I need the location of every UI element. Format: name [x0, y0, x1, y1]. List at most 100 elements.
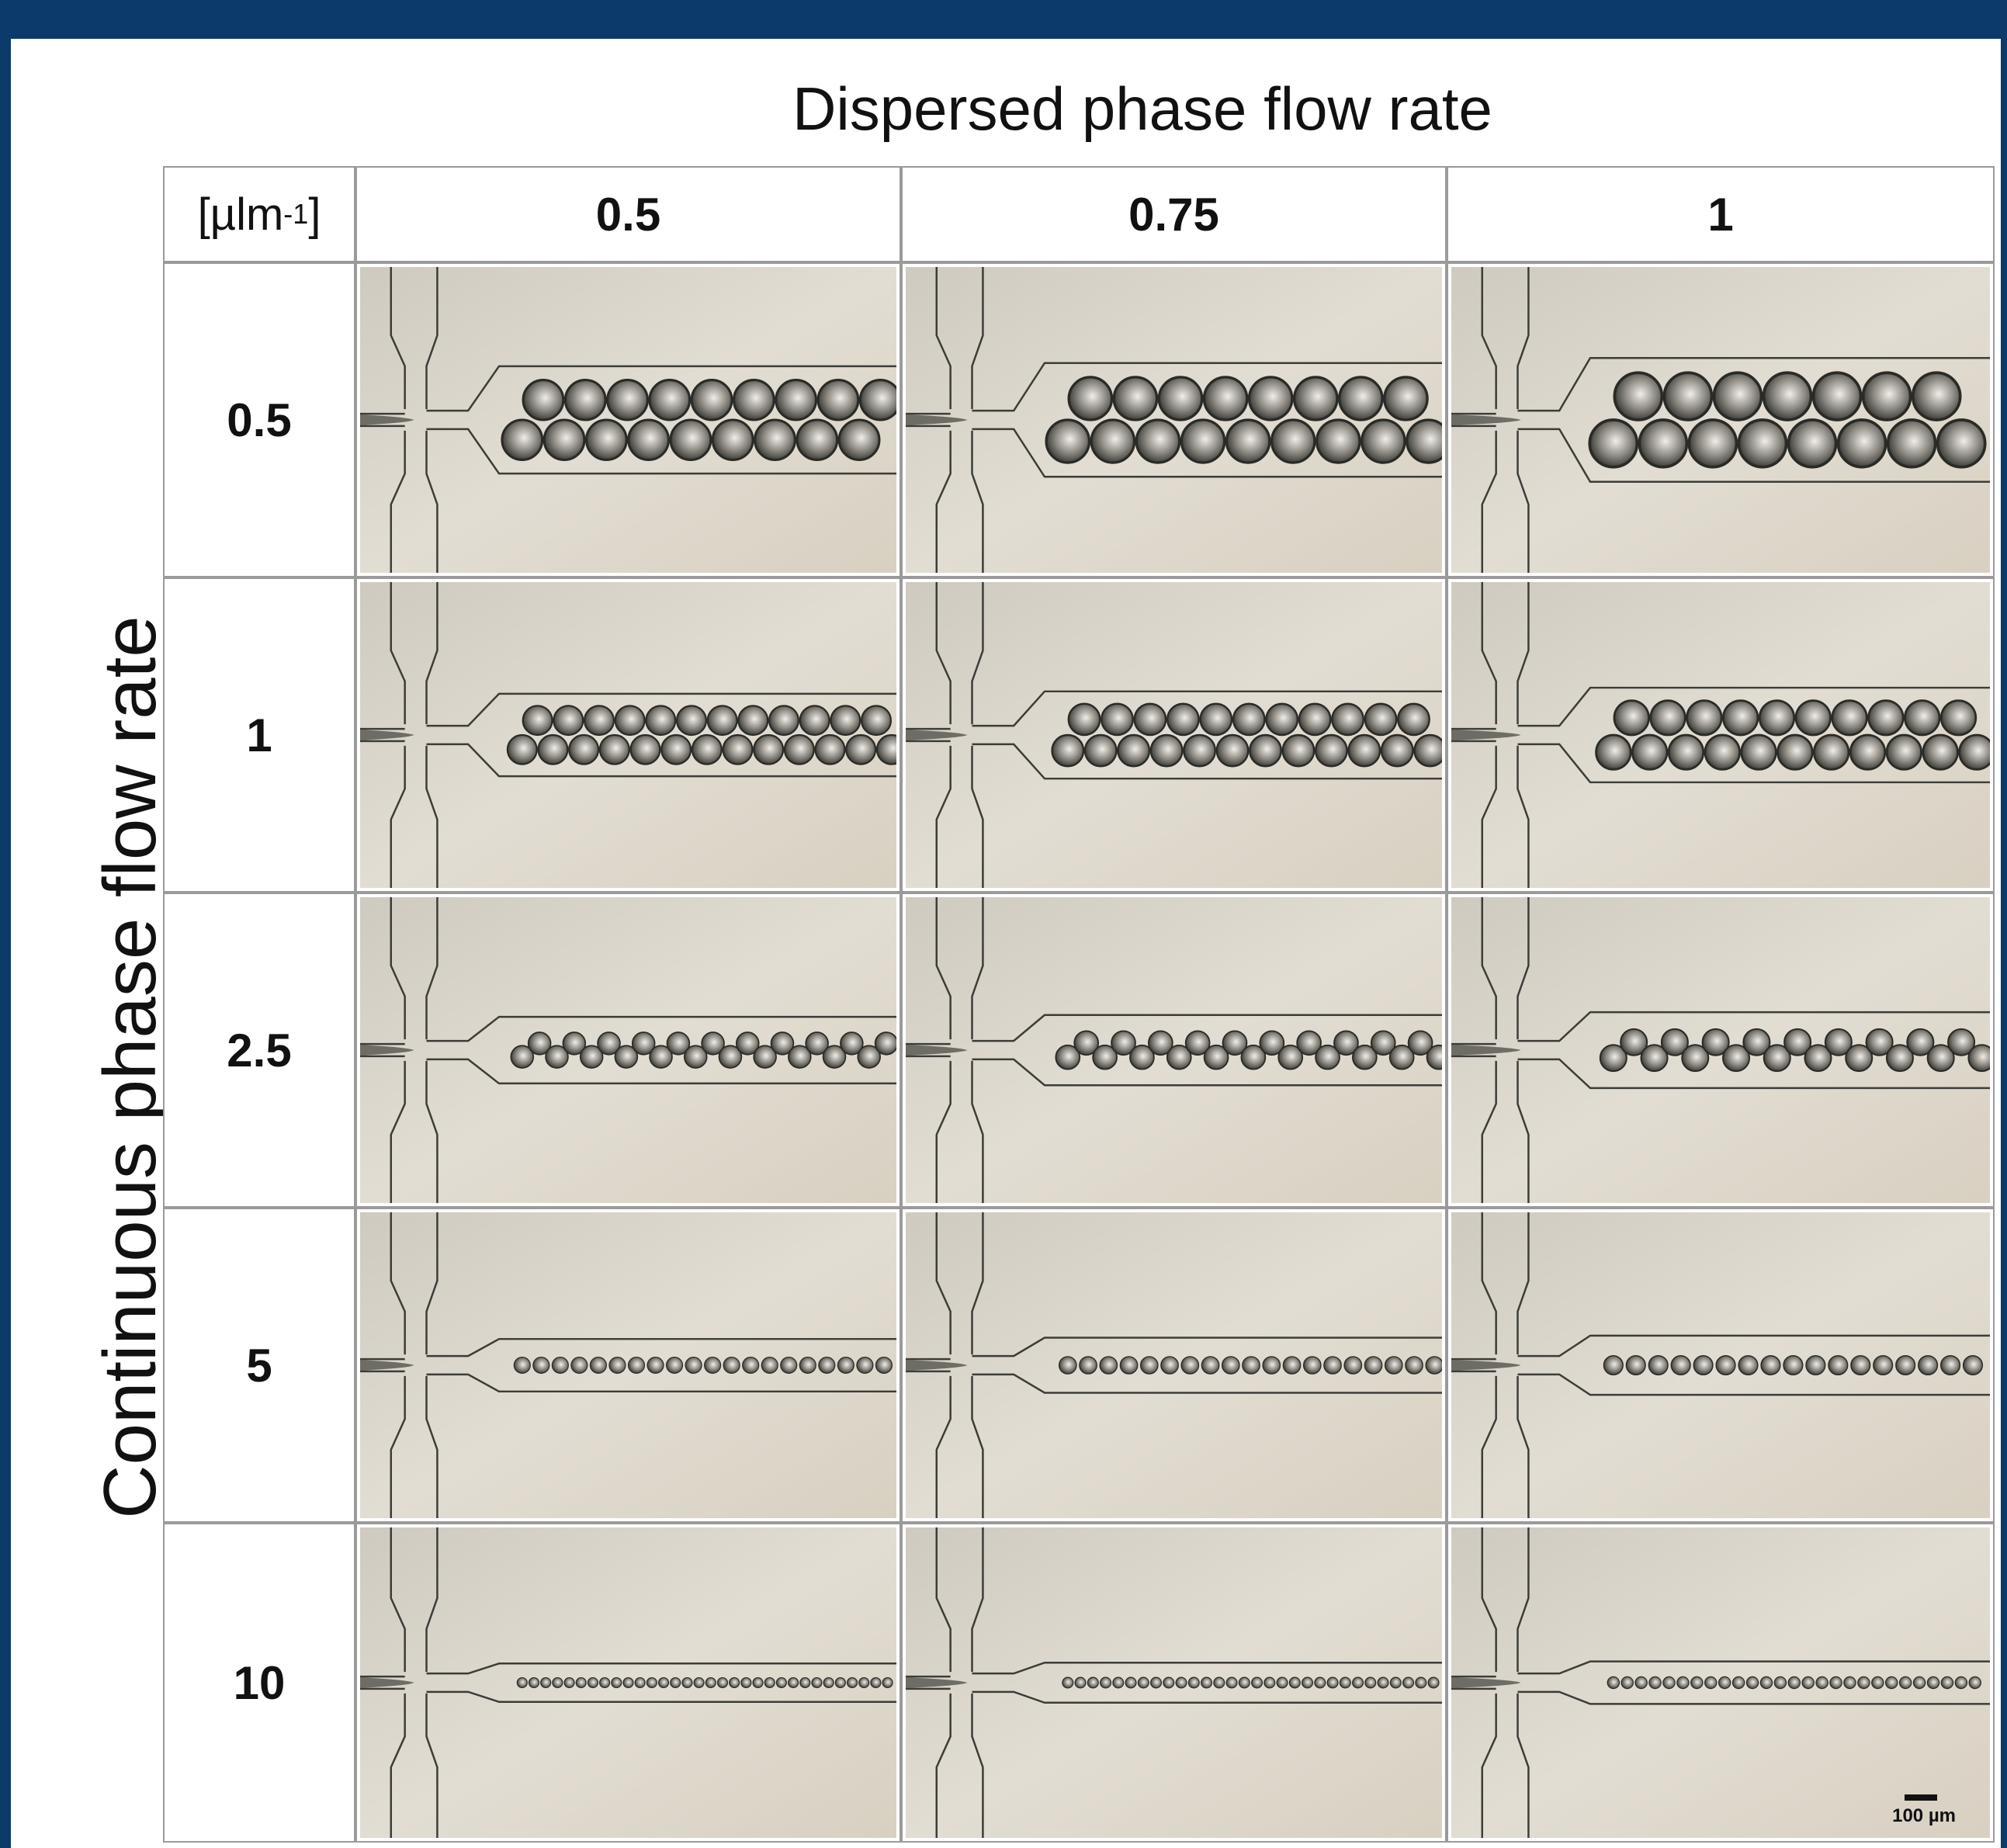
droplet — [563, 378, 607, 421]
droplet — [683, 1045, 708, 1069]
droplet — [1865, 1028, 1894, 1056]
droplet — [1339, 1676, 1351, 1689]
droplet — [1954, 1676, 1968, 1690]
droplet — [1166, 702, 1200, 737]
droplet — [1759, 1676, 1773, 1690]
droplet — [1129, 1044, 1155, 1070]
droplet — [1389, 1676, 1402, 1689]
droplet — [1621, 1676, 1634, 1690]
channel-wall — [935, 267, 952, 410]
micrograph-panel: 100 µm — [1447, 1523, 1995, 1843]
channel-wall — [935, 745, 952, 888]
dispersed-phase-tip — [360, 1045, 414, 1056]
channel-wall — [390, 897, 406, 1040]
droplet — [857, 1045, 881, 1069]
droplet — [1843, 1676, 1856, 1690]
droplet — [732, 378, 775, 421]
channel-wall — [390, 1527, 406, 1673]
channel-wall — [1517, 1693, 1530, 1838]
droplet — [723, 1356, 740, 1375]
droplet — [553, 705, 584, 737]
droplet — [1885, 1044, 1914, 1073]
unit-label: [µlm — [197, 189, 284, 240]
droplet — [752, 1676, 764, 1689]
droplet — [1277, 1044, 1304, 1070]
droplet — [1099, 1356, 1118, 1375]
droplet — [1117, 733, 1151, 768]
droplet — [646, 1356, 664, 1375]
droplet — [1232, 702, 1266, 737]
micrograph-image — [1451, 1527, 1990, 1838]
channel-wall — [1481, 1527, 1497, 1673]
droplet — [513, 1356, 531, 1375]
droplet — [1425, 1356, 1442, 1375]
droplet — [1701, 1028, 1730, 1056]
channel-wall — [390, 1375, 406, 1518]
droplet — [1895, 1354, 1916, 1376]
droplet — [501, 418, 544, 462]
droplet — [834, 1676, 846, 1689]
droplet — [705, 1676, 716, 1689]
column-header-2: 0.75 — [901, 166, 1447, 262]
channel-wall — [971, 1527, 984, 1673]
droplet — [1873, 1354, 1894, 1376]
channel-wall — [1481, 745, 1497, 888]
droplet — [1936, 418, 1987, 469]
droplet — [675, 705, 708, 737]
channel-wall — [935, 1693, 952, 1838]
droplet — [1111, 1030, 1136, 1056]
droplet — [1377, 1676, 1389, 1689]
droplet — [598, 733, 630, 765]
micrograph-image — [906, 582, 1442, 888]
droplet — [1686, 699, 1723, 737]
droplet — [1648, 1676, 1662, 1690]
droplet — [875, 733, 896, 765]
droplet — [522, 705, 553, 737]
column-header-3: 1 — [1447, 166, 1995, 262]
droplet — [1222, 1030, 1248, 1056]
droplet — [589, 1356, 607, 1375]
row-header-3: 2.5 — [163, 893, 355, 1208]
droplet — [1640, 1044, 1669, 1073]
droplet — [1292, 376, 1339, 421]
channel-wall — [935, 1212, 952, 1355]
channel-wall — [935, 582, 952, 725]
droplet — [1407, 1030, 1433, 1056]
droplet — [1681, 1044, 1710, 1073]
dispersed-phase-tip — [1451, 1360, 1521, 1371]
droplet — [870, 1676, 882, 1689]
droplet — [1667, 733, 1705, 771]
droplet — [665, 1356, 684, 1375]
droplet — [522, 378, 565, 421]
droplet — [1828, 1354, 1849, 1376]
droplet — [562, 1031, 587, 1056]
droplet — [1595, 733, 1632, 771]
droplet — [761, 1356, 778, 1375]
droplet — [1861, 371, 1912, 421]
inlet-channel — [906, 1675, 951, 1690]
channel-wall — [971, 1693, 984, 1838]
micrograph-image — [360, 1212, 896, 1518]
droplet — [822, 1045, 847, 1069]
droplet — [1149, 733, 1184, 768]
droplet — [1426, 1044, 1442, 1070]
droplet — [690, 378, 733, 421]
droplet — [1670, 1354, 1691, 1376]
channel-wall — [971, 582, 984, 725]
droplet — [1201, 1676, 1213, 1689]
micrograph-image — [906, 1527, 1442, 1838]
outlet-channel — [972, 1662, 1442, 1704]
inlet-channel — [360, 1675, 405, 1690]
dispersed-phase-tip — [360, 414, 414, 425]
channel-wall — [971, 1060, 984, 1203]
micrograph-image — [1451, 1212, 1990, 1518]
droplet — [845, 733, 877, 765]
outlet-channel — [972, 362, 1442, 478]
micrograph-panel — [901, 893, 1447, 1208]
column-axis-title: Dispersed phase flow rate — [792, 75, 1492, 143]
channel-wall — [1481, 430, 1497, 573]
channel-wall — [390, 1212, 406, 1355]
droplet — [1787, 418, 1838, 469]
droplet — [722, 733, 754, 765]
droplet — [1898, 1676, 1912, 1690]
